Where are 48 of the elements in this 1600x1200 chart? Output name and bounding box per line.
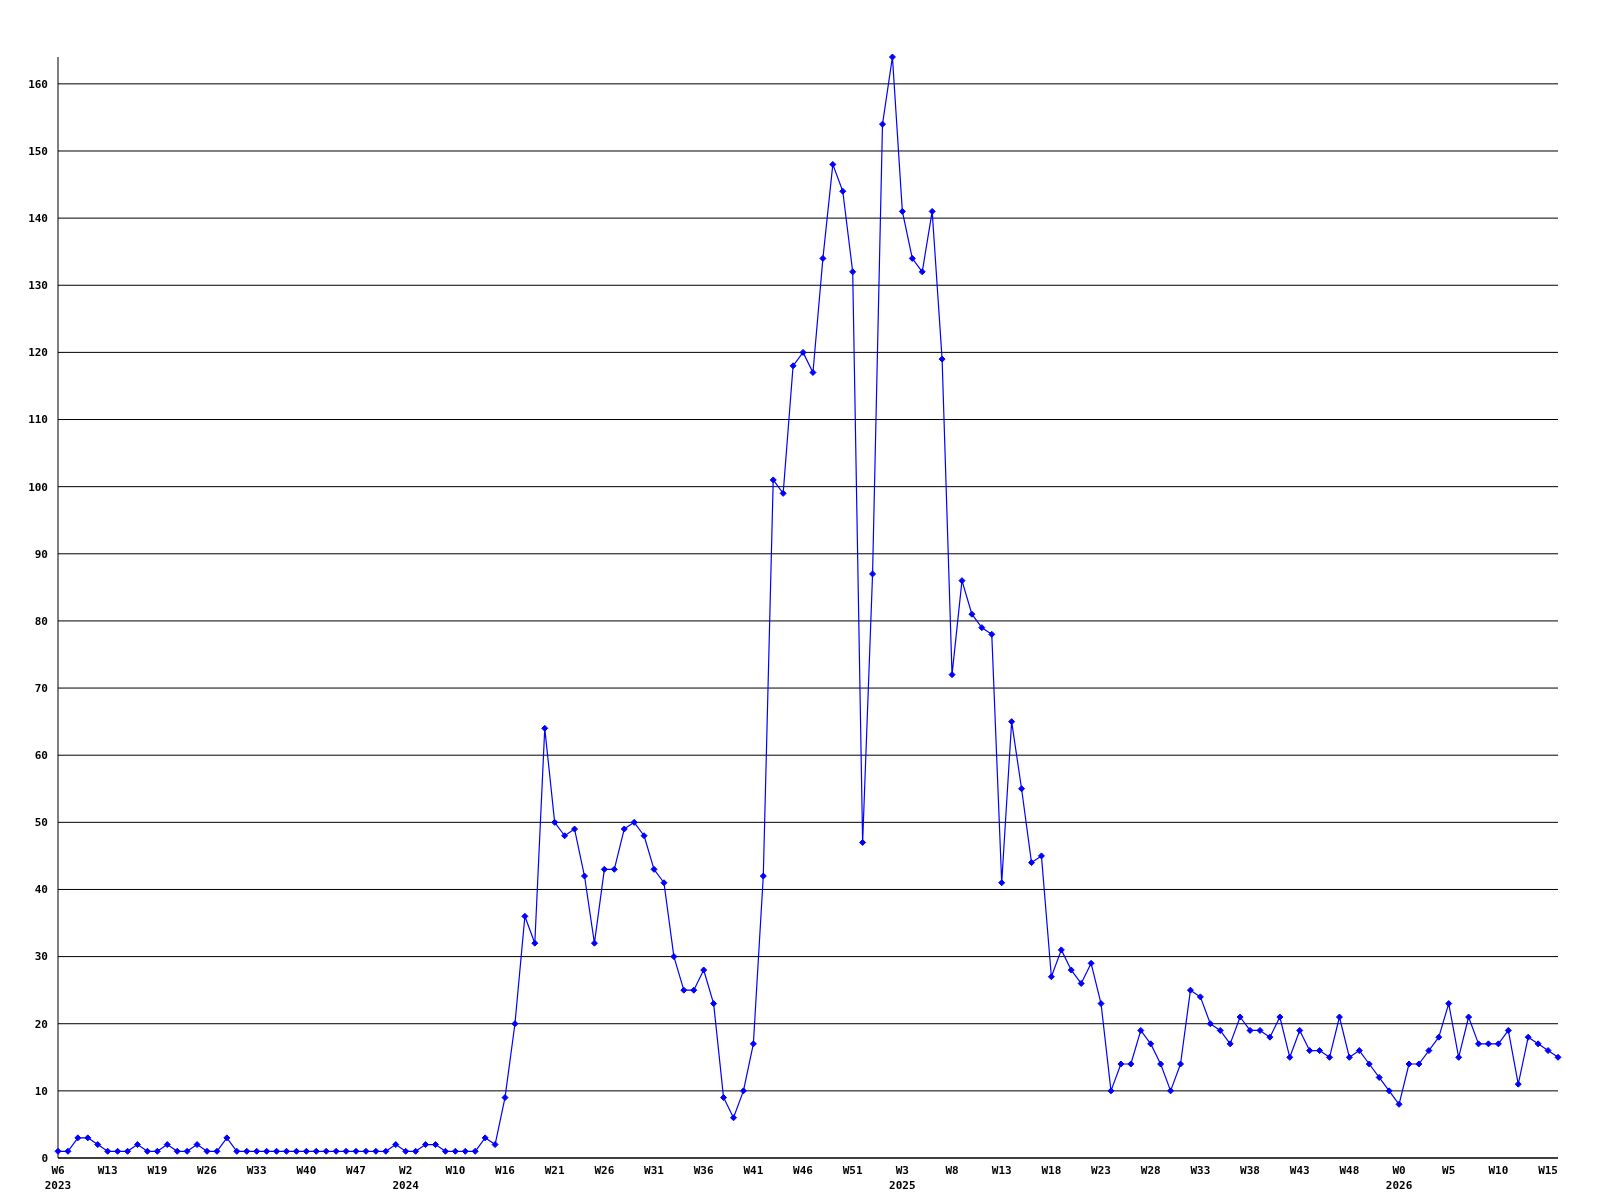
x-tick-label: W18 <box>1041 1164 1062 1177</box>
y-tick-label: 20 <box>34 1017 48 1031</box>
x-tick-label: W23 <box>1091 1164 1111 1177</box>
x-tick-label: W33 <box>246 1164 267 1177</box>
y-tick-label: 100 <box>28 480 48 494</box>
y-tick-label: 30 <box>34 950 48 964</box>
y-tick-label: 150 <box>28 144 48 158</box>
y-tick-label: 10 <box>34 1084 48 1098</box>
y-tick-label: 120 <box>28 346 48 360</box>
x-tick-label: W0 2026 <box>1385 1164 1413 1192</box>
x-tick-label: W3 2025 <box>889 1164 916 1192</box>
x-tick-label: W31 <box>644 1164 665 1177</box>
x-tick-label: W16 <box>495 1164 516 1177</box>
x-tick-label: W51 <box>842 1164 864 1177</box>
x-tick-label: W26 <box>197 1164 218 1177</box>
x-tick-label: W38 <box>1240 1164 1260 1177</box>
y-tick-label: 80 <box>34 614 48 628</box>
x-tick-label: W5 <box>1442 1164 1456 1177</box>
x-tick-label: W28 <box>1140 1164 1161 1177</box>
x-tick-label: W10 <box>445 1164 466 1177</box>
x-tick-label: W40 <box>296 1164 317 1177</box>
x-tick-label: W47 <box>346 1164 366 1177</box>
x-tick-label: W6 2023 <box>44 1164 72 1192</box>
x-tick-label: W48 <box>1339 1164 1360 1177</box>
x-tick-label: W10 <box>1488 1164 1509 1177</box>
y-tick-label: 110 <box>28 413 48 427</box>
x-tick-label: W26 <box>594 1164 615 1177</box>
y-tick-label: 160 <box>28 77 48 91</box>
x-tick-label: W41 <box>743 1164 764 1177</box>
y-tick-label: 90 <box>34 547 48 561</box>
x-tick-label: W21 <box>544 1164 565 1177</box>
x-tick-label: W8 <box>945 1164 959 1177</box>
y-tick-label: 40 <box>34 883 48 897</box>
y-tick-label: 60 <box>34 749 48 763</box>
x-tick-label: W13 <box>97 1164 118 1177</box>
x-tick-label: W46 <box>793 1164 814 1177</box>
x-tick-label: W13 <box>991 1164 1012 1177</box>
x-tick-label: W2 2024 <box>392 1164 420 1192</box>
y-tick-label: 130 <box>28 279 48 293</box>
y-tick-label: 0 <box>41 1151 48 1165</box>
y-tick-label: 70 <box>34 681 48 695</box>
y-tick-label: 50 <box>34 816 48 830</box>
x-tick-label: W36 <box>693 1164 714 1177</box>
x-tick-label: W19 <box>147 1164 168 1177</box>
x-tick-label: W15 <box>1538 1164 1558 1177</box>
y-tick-label: 140 <box>28 211 48 225</box>
x-tick-label: W33 <box>1190 1164 1211 1177</box>
x-tick-label: W43 <box>1289 1164 1310 1177</box>
